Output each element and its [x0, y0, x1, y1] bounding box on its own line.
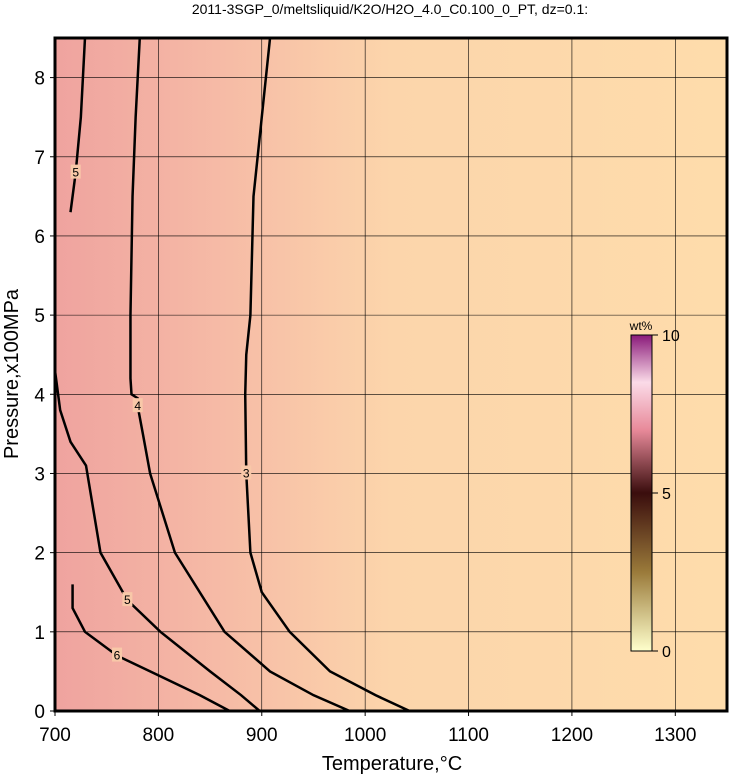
contour-label-bg: [112, 647, 123, 662]
x-axis-label: Temperature,°C: [322, 753, 462, 775]
contour-label: 5: [72, 166, 79, 180]
contour-label-bg: [241, 465, 252, 480]
contour-label: 5: [124, 593, 131, 607]
y-tick-label: 1: [34, 623, 45, 644]
contour-label-bg: [70, 164, 81, 179]
contour-line: [53, 370, 261, 712]
y-tick-label: 2: [34, 544, 45, 565]
y-tick-label: 0: [34, 702, 45, 723]
y-tick-label: 8: [34, 69, 45, 90]
contour-line: [69, 37, 87, 213]
x-tick-label: 1200: [551, 725, 593, 746]
colorbar-tick-label: 10: [662, 328, 680, 345]
colorbar-tick-label: 0: [662, 644, 671, 661]
y-tick-label: 5: [34, 306, 45, 327]
x-tick-label: 1100: [448, 725, 489, 746]
y-tick-label: 4: [34, 385, 45, 406]
colorbar: [630, 334, 653, 652]
contour-label-bg: [122, 592, 133, 607]
chart-title: 2011-3SGP_0/meltsliquid/K2O/H2O_4.0_C0.1…: [192, 1, 588, 17]
x-tick-label: 800: [143, 725, 175, 746]
plot-layer: 3 4 5 5 6: [53, 37, 727, 713]
plot-frame: [53, 36, 729, 713]
y-axis-label: Pressure,x100MPa: [1, 288, 23, 459]
y-tick-label: 3: [34, 464, 45, 485]
contour-label: 4: [134, 399, 141, 413]
contour-label: 3: [243, 466, 250, 480]
x-tick-label: 900: [246, 725, 278, 746]
contour-label: 6: [114, 649, 121, 663]
x-tick-label: 1000: [344, 725, 386, 746]
y-tick-label: 7: [34, 148, 45, 169]
colorbar-label: wt%: [629, 319, 653, 333]
y-tick-label: 6: [34, 227, 45, 248]
x-tick-label: 1300: [654, 725, 696, 746]
contour-label-bg: [132, 398, 143, 413]
colorbar-tick-label: 5: [662, 486, 671, 503]
plot-background: [55, 38, 727, 711]
x-tick-label: 700: [39, 725, 71, 746]
